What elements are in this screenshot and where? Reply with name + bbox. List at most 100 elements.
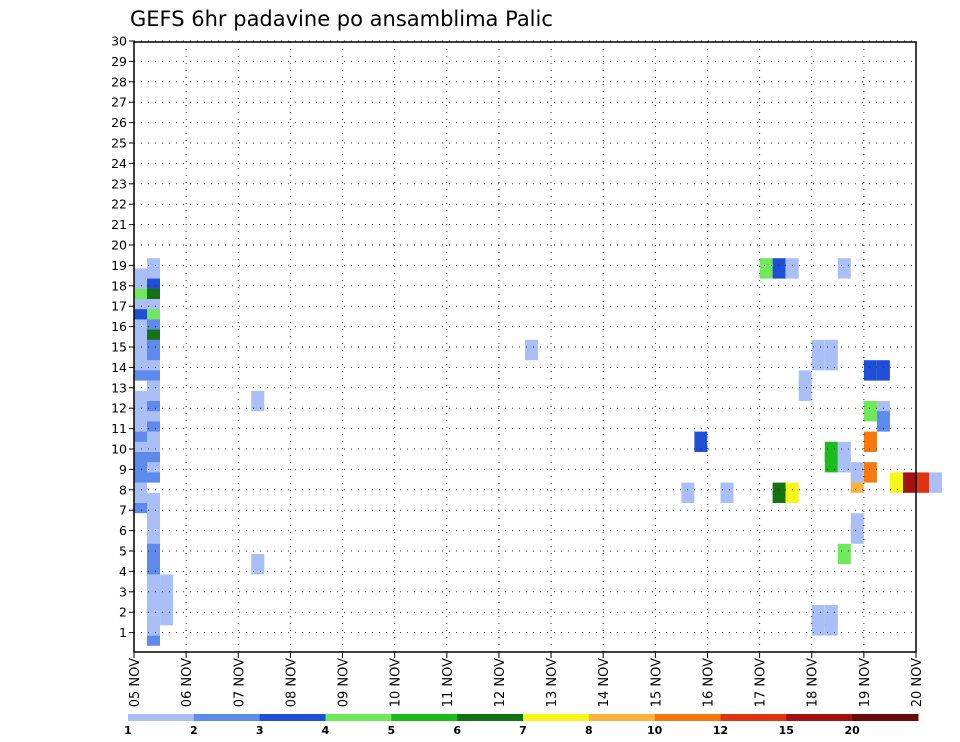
y-tick-label: 15 xyxy=(111,340,127,355)
y-tick-label: 18 xyxy=(111,278,127,293)
heatmap-cell xyxy=(863,431,877,452)
colorbar: 1 2 3 4 5 6 7 8 10 12 15 20 xyxy=(124,714,919,737)
heatmap-cell xyxy=(824,339,838,361)
y-tick-label: 23 xyxy=(111,176,127,191)
y-tick-label: 2 xyxy=(119,605,127,620)
y-tick-label: 26 xyxy=(111,115,127,130)
heatmap-cell xyxy=(759,258,773,279)
heatmap-cell xyxy=(147,380,160,401)
colorbar-tick-label: 15 xyxy=(779,724,794,737)
x-tick-label: 17 NOV xyxy=(754,658,769,707)
heatmap-cell xyxy=(681,482,695,503)
colorbar-tick-label: 6 xyxy=(453,724,461,737)
heatmap-cell xyxy=(772,482,786,503)
x-tick-label: 20 NOV xyxy=(910,658,925,707)
heatmap-cell xyxy=(863,360,877,381)
heatmap-cell xyxy=(863,401,877,422)
heatmap-cell xyxy=(837,543,851,565)
heatmap-cell xyxy=(837,441,851,463)
x-axis: 05 NOV 06 NOV 07 NOV 08 NOV 09 NOV 10 NOV 11 N… xyxy=(128,652,925,707)
y-tick-label: 4 xyxy=(119,564,127,579)
heatmap-cell xyxy=(785,482,799,503)
y-tick-label: 29 xyxy=(111,54,127,69)
y-tick-label: 21 xyxy=(111,217,127,232)
x-tick-label: 18 NOV xyxy=(806,658,821,707)
heatmap-cell xyxy=(837,258,851,279)
heatmap-cell xyxy=(850,513,864,534)
heatmap-cell xyxy=(785,258,799,279)
colorbar-segment xyxy=(259,714,326,721)
y-tick-label: 11 xyxy=(111,421,127,436)
heatmap-cell xyxy=(147,492,160,514)
x-tick-label: 12 NOV xyxy=(493,658,508,707)
x-tick-label: 19 NOV xyxy=(858,658,873,707)
heatmap-cell xyxy=(824,605,838,626)
colorbar-tick-label: 10 xyxy=(647,724,663,737)
y-tick-label: 16 xyxy=(111,319,127,334)
colorbar-segment xyxy=(325,714,392,721)
colorbar-tick-label: 7 xyxy=(519,724,527,737)
x-tick-label: 06 NOV xyxy=(180,658,195,707)
colorbar-segment xyxy=(523,714,590,721)
y-tick-label: 12 xyxy=(111,401,127,416)
y-tick-label: 14 xyxy=(111,360,127,375)
heatmap-cell xyxy=(251,390,265,412)
colorbar-tick-label: 3 xyxy=(256,724,264,737)
colorbar-tick-label: 2 xyxy=(190,724,198,737)
heatmap-cell xyxy=(863,462,877,483)
heatmap-cell xyxy=(251,554,265,575)
colorbar-tick-label: 12 xyxy=(713,724,728,737)
heatmap-cells xyxy=(134,258,942,646)
x-tick-label: 08 NOV xyxy=(284,658,299,707)
heatmap-cell xyxy=(147,258,160,279)
y-tick-label: 24 xyxy=(111,156,127,171)
colorbar-segment xyxy=(128,714,195,721)
heatmap-cell xyxy=(160,574,174,595)
colorbar-tick-label: 1 xyxy=(124,724,132,737)
y-tick-label: 28 xyxy=(111,74,127,89)
colorbar-segment xyxy=(654,714,721,721)
x-tick-label: 10 NOV xyxy=(389,658,404,707)
heatmap-cell xyxy=(134,350,147,371)
y-axis: 1234567891011121314151617181920212223242… xyxy=(111,34,134,640)
colorbar-segment xyxy=(588,714,656,721)
heatmap-cell xyxy=(147,615,160,636)
colorbar-segment xyxy=(720,714,787,721)
colorbar-tick-label: 8 xyxy=(585,724,593,737)
heatmap-cell xyxy=(525,339,538,361)
heatmap-cell xyxy=(824,441,838,463)
y-tick-label: 8 xyxy=(119,482,127,497)
chart-title: GEFS 6hr padavine po ansamblima Palic xyxy=(130,7,553,31)
heatmap-cell xyxy=(811,339,825,361)
colorbar-segment xyxy=(457,714,524,721)
heatmap-cell xyxy=(134,268,147,289)
y-tick-label: 25 xyxy=(111,136,127,151)
colorbar-segment xyxy=(786,714,853,721)
heatmap-cell xyxy=(876,411,890,432)
x-tick-label: 11 NOV xyxy=(441,658,456,707)
y-tick-label: 9 xyxy=(119,462,127,477)
heatmap-cell xyxy=(134,390,147,412)
colorbar-tick-label: 5 xyxy=(387,724,395,737)
y-tick-label: 30 xyxy=(111,34,127,49)
y-tick-label: 7 xyxy=(119,503,127,518)
x-tick-label: 14 NOV xyxy=(597,658,612,707)
y-tick-label: 27 xyxy=(111,95,127,110)
y-tick-label: 19 xyxy=(111,258,127,273)
heatmap-cell xyxy=(929,472,942,493)
y-tick-label: 13 xyxy=(111,380,127,395)
colorbar-segment xyxy=(852,714,919,721)
heatmap-cell xyxy=(903,472,916,493)
y-tick-label: 5 xyxy=(119,544,127,559)
y-tick-label: 20 xyxy=(111,238,127,253)
heatmap-cell xyxy=(850,462,864,483)
colorbar-segment xyxy=(193,714,261,721)
colorbar-tick-label: 20 xyxy=(845,724,861,737)
x-tick-label: 07 NOV xyxy=(232,658,247,707)
heatmap-cell xyxy=(720,482,734,503)
heatmap-cell xyxy=(811,605,825,626)
y-tick-label: 1 xyxy=(119,625,127,640)
y-tick-label: 6 xyxy=(119,523,127,538)
x-tick-label: 16 NOV xyxy=(702,658,717,707)
